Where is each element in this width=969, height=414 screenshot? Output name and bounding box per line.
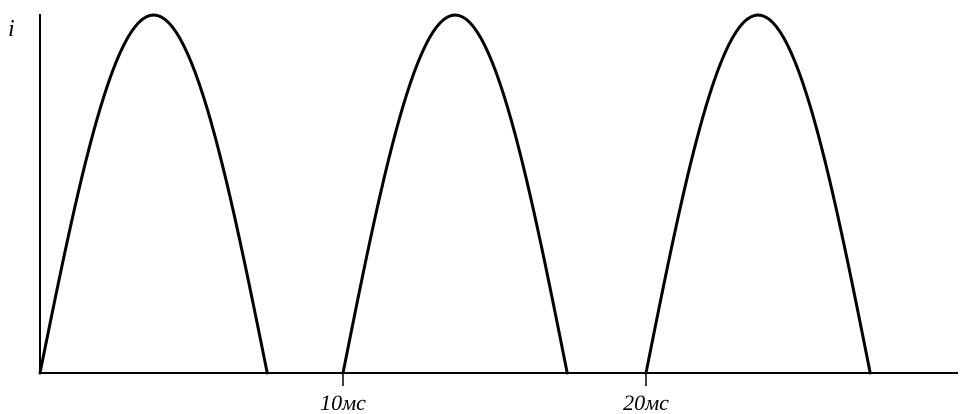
x-tick-label-2: 20мс — [623, 390, 669, 414]
x-tick-label-1: 10мс — [320, 390, 366, 414]
x-ticks: 10мс 20мс — [320, 373, 669, 414]
pulse-1 — [38, 13, 269, 375]
waveform-series — [38, 13, 872, 375]
pulse-2 — [341, 13, 569, 375]
y-axis-label: i — [8, 16, 15, 42]
pulse-3 — [644, 13, 872, 375]
